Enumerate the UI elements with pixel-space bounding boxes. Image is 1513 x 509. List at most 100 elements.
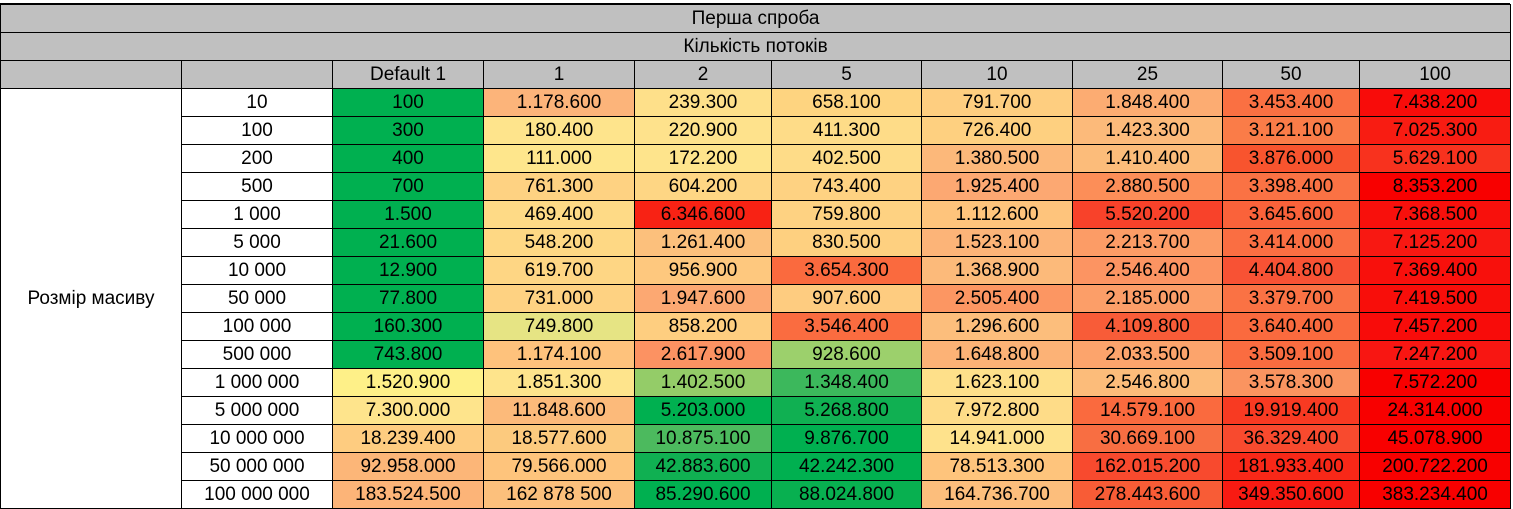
row-label[interactable]: 100 [181,116,333,145]
value-cell[interactable]: 183.524.500 [332,480,484,509]
value-cell[interactable]: 100 [332,88,484,117]
row-label[interactable]: 100 000 000 [181,480,333,509]
value-cell[interactable]: 2.546.400 [1072,256,1223,285]
table-subtitle[interactable]: Кількість потоків [0,32,1512,61]
value-cell[interactable]: 3.509.100 [1222,340,1360,369]
value-cell[interactable]: 2.033.500 [1072,340,1223,369]
value-cell[interactable]: 162 878 500 [483,480,635,509]
value-cell[interactable]: 858.200 [634,312,772,341]
value-cell[interactable]: 830.500 [771,228,922,257]
value-cell[interactable]: 749.800 [483,312,635,341]
row-label[interactable]: 50 000 000 [181,452,333,481]
header-empty-cell-a[interactable] [0,60,182,89]
value-cell[interactable]: 4.109.800 [1072,312,1223,341]
value-cell[interactable]: 36.329.400 [1222,424,1360,453]
value-cell[interactable]: 548.200 [483,228,635,257]
column-header[interactable]: 50 [1222,60,1360,89]
value-cell[interactable]: 469.400 [483,200,635,229]
value-cell[interactable]: 1.174.100 [483,340,635,369]
value-cell[interactable]: 45.078.900 [1358,424,1512,453]
value-cell[interactable]: 160.300 [332,312,484,341]
value-cell[interactable]: 3.578.300 [1222,368,1360,397]
value-cell[interactable]: 3.876.000 [1222,144,1360,173]
value-cell[interactable]: 619.700 [483,256,635,285]
value-cell[interactable]: 18.239.400 [332,424,484,453]
value-cell[interactable]: 402.500 [771,144,922,173]
value-cell[interactable]: 731.000 [483,284,635,313]
value-cell[interactable]: 180.400 [483,116,635,145]
value-cell[interactable]: 1.402.500 [634,368,772,397]
table-title[interactable]: Перша спроба [0,4,1512,33]
value-cell[interactable]: 5.520.200 [1072,200,1223,229]
value-cell[interactable]: 1.348.400 [771,368,922,397]
value-cell[interactable]: 6.346.600 [634,200,772,229]
value-cell[interactable]: 907.600 [771,284,922,313]
value-cell[interactable]: 5.629.100 [1358,144,1512,173]
value-cell[interactable]: 3.645.600 [1222,200,1360,229]
row-label[interactable]: 1 000 000 [181,368,333,397]
value-cell[interactable]: 2.617.900 [634,340,772,369]
value-cell[interactable]: 42.883.600 [634,452,772,481]
value-cell[interactable]: 1.296.600 [921,312,1073,341]
value-cell[interactable]: 7.972.800 [921,396,1073,425]
column-header[interactable]: 25 [1072,60,1223,89]
value-cell[interactable]: 7.300.000 [332,396,484,425]
value-cell[interactable]: 1.925.400 [921,172,1073,201]
value-cell[interactable]: 400 [332,144,484,173]
value-cell[interactable]: 3.453.400 [1222,88,1360,117]
value-cell[interactable]: 2.213.700 [1072,228,1223,257]
value-cell[interactable]: 3.414.000 [1222,228,1360,257]
column-header[interactable]: Default 1 [332,60,484,89]
value-cell[interactable]: 11.848.600 [483,396,635,425]
column-header[interactable]: 10 [921,60,1073,89]
value-cell[interactable]: 2.546.800 [1072,368,1223,397]
value-cell[interactable]: 7.419.500 [1358,284,1512,313]
column-header[interactable]: 1 [483,60,635,89]
value-cell[interactable]: 1.520.900 [332,368,484,397]
header-empty-cell-b[interactable] [181,60,333,89]
value-cell[interactable]: 1.178.600 [483,88,635,117]
value-cell[interactable]: 700 [332,172,484,201]
value-cell[interactable]: 956.900 [634,256,772,285]
value-cell[interactable]: 18.577.600 [483,424,635,453]
value-cell[interactable]: 1.523.100 [921,228,1073,257]
value-cell[interactable]: 1.623.100 [921,368,1073,397]
value-cell[interactable]: 88.024.800 [771,480,922,509]
row-label[interactable]: 5 000 000 [181,396,333,425]
value-cell[interactable]: 220.900 [634,116,772,145]
row-label[interactable]: 10 [181,88,333,117]
value-cell[interactable]: 3.379.700 [1222,284,1360,313]
row-label[interactable]: 1 000 [181,200,333,229]
row-label[interactable]: 500 000 [181,340,333,369]
value-cell[interactable]: 411.300 [771,116,922,145]
value-cell[interactable]: 761.300 [483,172,635,201]
value-cell[interactable]: 759.800 [771,200,922,229]
value-cell[interactable]: 1.848.400 [1072,88,1223,117]
value-cell[interactable]: 1.648.800 [921,340,1073,369]
value-cell[interactable]: 278.443.600 [1072,480,1223,509]
value-cell[interactable]: 604.200 [634,172,772,201]
value-cell[interactable]: 2.185.000 [1072,284,1223,313]
value-cell[interactable]: 7.025.300 [1358,116,1512,145]
value-cell[interactable]: 24.314.000 [1358,396,1512,425]
value-cell[interactable]: 928.600 [771,340,922,369]
value-cell[interactable]: 3.398.400 [1222,172,1360,201]
column-header[interactable]: 100 [1358,60,1512,89]
value-cell[interactable]: 3.640.400 [1222,312,1360,341]
value-cell[interactable]: 9.876.700 [771,424,922,453]
value-cell[interactable]: 1.380.500 [921,144,1073,173]
value-cell[interactable]: 7.438.200 [1358,88,1512,117]
value-cell[interactable]: 1.368.900 [921,256,1073,285]
value-cell[interactable]: 181.933.400 [1222,452,1360,481]
value-cell[interactable]: 1.947.600 [634,284,772,313]
value-cell[interactable]: 383.234.400 [1358,480,1512,509]
value-cell[interactable]: 12.900 [332,256,484,285]
value-cell[interactable]: 162.015.200 [1072,452,1223,481]
row-label[interactable]: 10 000 [181,256,333,285]
value-cell[interactable]: 85.290.600 [634,480,772,509]
value-cell[interactable]: 349.350.600 [1222,480,1360,509]
value-cell[interactable]: 14.941.000 [921,424,1073,453]
value-cell[interactable]: 726.400 [921,116,1073,145]
value-cell[interactable]: 1.112.600 [921,200,1073,229]
value-cell[interactable]: 658.100 [771,88,922,117]
